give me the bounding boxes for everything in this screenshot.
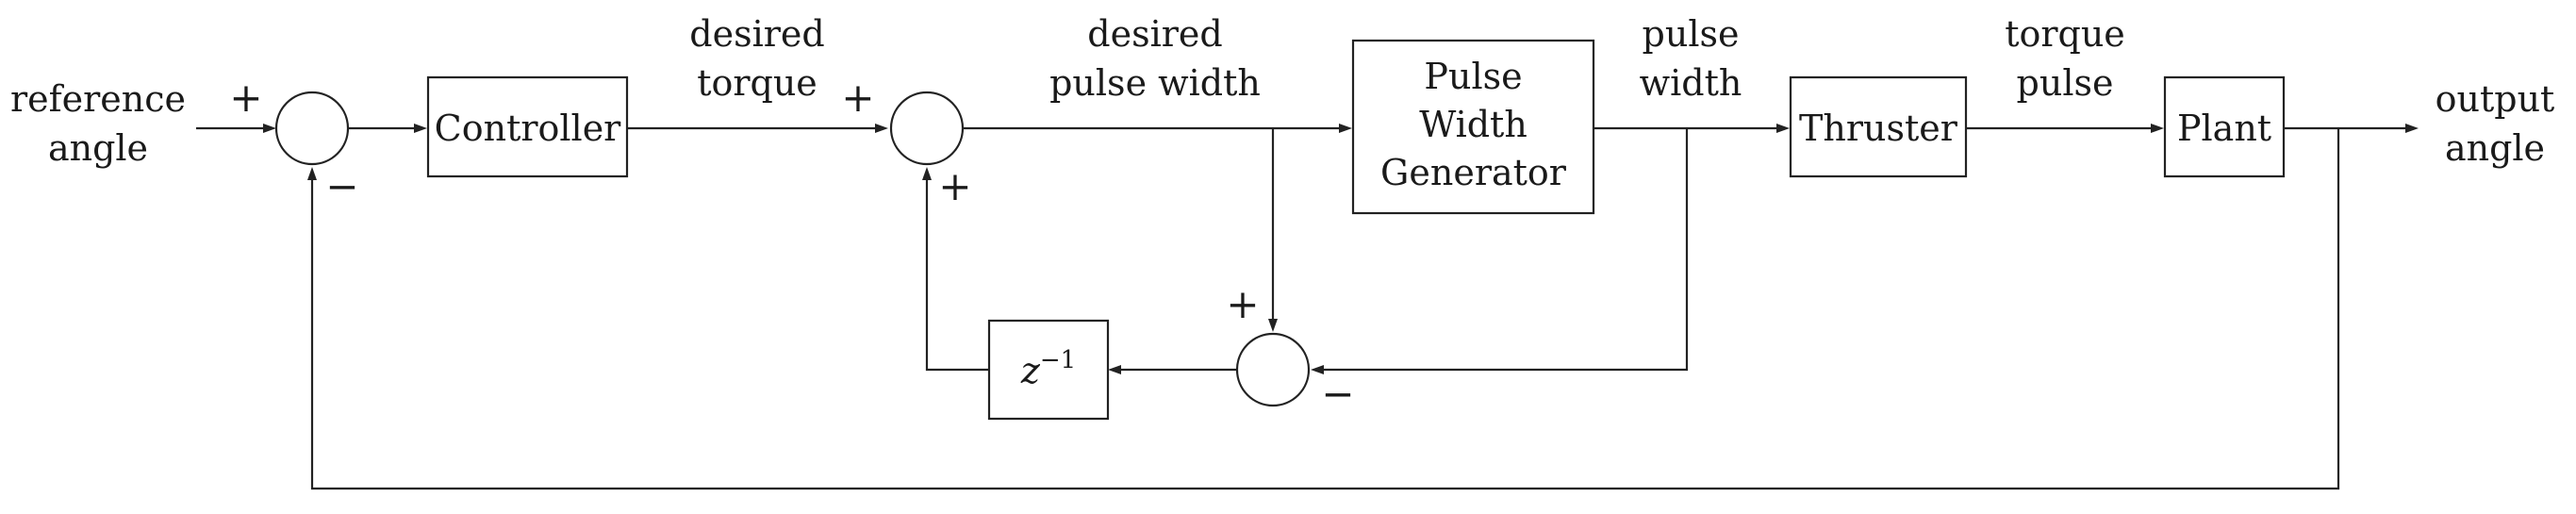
desired-torque-label-line1: desired xyxy=(689,13,824,55)
sum3-minus-sign: − xyxy=(1321,371,1354,417)
reference-angle-label-line2: angle xyxy=(48,127,148,169)
desired-pulse-width-label-line1: desired xyxy=(1087,13,1222,55)
wire-tap-pulse-width xyxy=(1317,128,1689,372)
sum2-plus-sign-feedback: + xyxy=(938,163,971,209)
arrow-outer-feedback xyxy=(307,167,317,180)
thruster-block: Thruster xyxy=(1789,75,1968,178)
sum2-plus-sign-input: + xyxy=(841,75,874,121)
arrow-into-plant xyxy=(2151,124,2164,133)
arrow-into-controller xyxy=(414,124,427,133)
summing-junction-3 xyxy=(1235,332,1311,407)
arrow-into-delay xyxy=(1108,365,1121,374)
summing-junction-1 xyxy=(274,91,350,166)
plant-label: Plant xyxy=(2177,108,2271,149)
output-angle-label-line2: angle xyxy=(2445,127,2545,169)
delay-exponent: −1 xyxy=(1040,346,1076,374)
sum1-plus-sign: + xyxy=(229,75,262,121)
pulse-width-label-line2: width xyxy=(1640,62,1742,104)
arrow-into-sum3-top xyxy=(1268,319,1278,332)
sum1-minus-sign: − xyxy=(325,163,358,209)
plant-block: Plant xyxy=(2163,75,2286,178)
torque-pulse-label-line1: torque xyxy=(2005,13,2125,55)
delay-base: z xyxy=(1020,350,1041,391)
arrow-into-sum3-right xyxy=(1311,365,1324,374)
pwg-label-line2: Width xyxy=(1419,104,1527,145)
arrow-into-thruster xyxy=(1776,124,1790,133)
torque-pulse-label-line2: pulse xyxy=(2017,62,2114,104)
arrow-into-sum2-bottom xyxy=(922,167,932,180)
delay-block: z−1 xyxy=(987,319,1110,421)
summing-junction-2 xyxy=(889,91,965,166)
desired-torque-label-line2: torque xyxy=(697,62,817,104)
arrow-into-sum2 xyxy=(875,124,888,133)
controller-block: Controller xyxy=(426,75,629,178)
controller-label: Controller xyxy=(435,108,622,149)
delay-label: z−1 xyxy=(1020,346,1076,391)
arrow-into-sum1 xyxy=(263,124,276,133)
wire-delay-sum2 xyxy=(925,174,989,372)
wire-outer-feedback xyxy=(310,128,2340,490)
pwg-label-line1: Pulse xyxy=(1424,56,1522,97)
pulse-width-generator-block: Pulse Width Generator xyxy=(1351,39,1595,215)
thruster-label: Thruster xyxy=(1799,108,1958,149)
arrow-output xyxy=(2405,124,2419,133)
pwg-label-line3: Generator xyxy=(1380,152,1567,193)
desired-pulse-width-label-line2: pulse width xyxy=(1049,62,1261,104)
reference-angle-label-line1: reference xyxy=(10,78,186,120)
sum3-plus-sign: + xyxy=(1226,281,1259,327)
arrow-into-pwg xyxy=(1339,124,1352,133)
pulse-width-label-line1: pulse xyxy=(1643,13,1740,55)
output-angle-label-line1: output xyxy=(2436,78,2555,120)
